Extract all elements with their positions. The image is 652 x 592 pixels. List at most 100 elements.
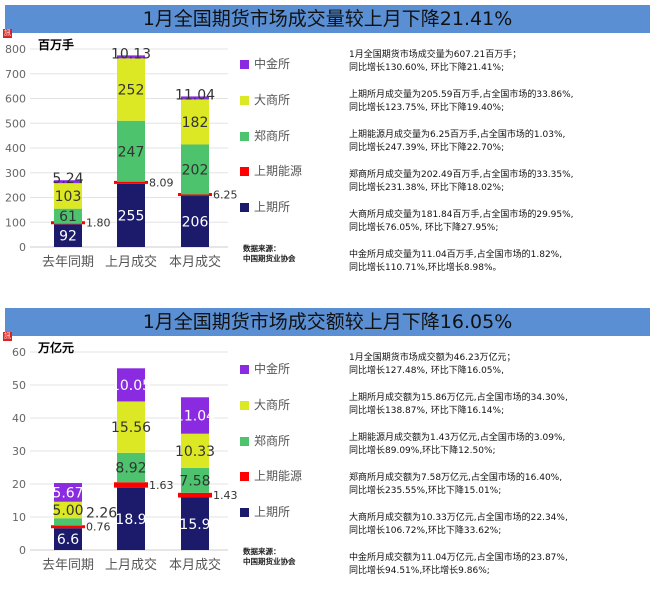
y-tick-label: 600 — [5, 93, 26, 106]
note-line: 同比增长106.72%,环比下降33.62%; — [349, 526, 502, 536]
data-label: 1.43 — [213, 489, 238, 502]
data-label: 92 — [59, 229, 77, 245]
y-tick-label: 10 — [12, 511, 26, 524]
legend-label: 上期能源 — [254, 164, 303, 178]
bar-上期所 — [54, 528, 82, 550]
bar-上期所 — [117, 487, 145, 550]
data-label: 2.26 — [86, 506, 117, 522]
volume-notes: 1月全国期货市场成交量为607.21百万手； 同比增长130.60%, 环比下降2… — [349, 49, 574, 289]
data-source: 数据来源： 中国期货业协会 — [243, 244, 296, 264]
note-line: 上期所月成交量为205.59百万手,占全国市场的33.86%, — [349, 90, 574, 100]
note-line: 同比增长110.71%,环比增长8.98%。 — [349, 263, 502, 273]
legend-item: 中金所 — [240, 360, 290, 376]
y-tick-label: 20 — [12, 478, 26, 491]
note-group: 大商所月成交量为181.84百万手,占全国市场的29.95%, 同比增长76.05… — [349, 209, 574, 249]
note-line: 同比增长123.75%, 环比下降19.40%; — [349, 103, 505, 113]
legend-swatch — [240, 60, 249, 69]
data-label: 8.92 — [115, 461, 146, 477]
y-tick-label: 100 — [5, 216, 26, 229]
legend-label: 上期能源 — [254, 469, 303, 483]
bar-中金所 — [54, 483, 82, 502]
note-line: 同比增长127.48%, 环比下降16.05%, — [349, 366, 504, 376]
note-line: 1月全国期货市场成交额为46.23万亿元； — [349, 353, 516, 363]
turnover-chart: 0 10 20 30 40 50 60 去年同期 6.6 0.762.265.00 5.67 上月成交… — [12, 346, 238, 573]
note-line: 中金所月成交量为11.04百万手,占全国市场的1.82%, — [349, 250, 563, 260]
note-group: 上期所月成交量为205.59百万手,占全国市场的33.86%, 同比增长123.7… — [349, 89, 574, 129]
y-tick-label: 800 — [5, 43, 26, 56]
data-label: 10.13 — [111, 46, 151, 62]
bar-中金所 — [181, 96, 209, 100]
legend-swatch — [240, 167, 249, 176]
data-label: 8.09 — [149, 176, 174, 189]
bar-上期能源 — [178, 492, 212, 498]
legend-label: 中金所 — [254, 57, 291, 71]
bar-大商所 — [117, 58, 145, 121]
note-group: 1月全国期货市场成交额为46.23万亿元； 同比增长127.48%, 环比下降16… — [349, 352, 568, 392]
data-label: 202 — [182, 162, 209, 178]
legend-label: 郑商所 — [254, 434, 291, 448]
note-line: 郑商所月成交量为202.49百万手,占全国市场的33.35%, — [349, 170, 574, 180]
data-label: 7.58 — [179, 473, 210, 489]
note-line: 中金所月成交额为11.04万亿元,占全国市场的23.87%, — [349, 553, 568, 563]
data-label: 255 — [118, 208, 145, 224]
source-name: 中国期货业协会 — [243, 557, 296, 566]
note-line: 1月全国期货市场成交量为607.21百万手； — [349, 50, 522, 60]
note-group: 郑商所月成交量为202.49百万手,占全国市场的33.35%, 同比增长231.3… — [349, 169, 574, 209]
data-label: 103 — [55, 189, 82, 205]
note-line: 郑商所月成交额为7.58万亿元,占全国市场的16.40%, — [349, 473, 563, 483]
legend-item: 中金所 — [240, 55, 290, 71]
data-label: 11.04 — [175, 408, 215, 424]
legend-swatch — [240, 96, 249, 105]
volume-chart: 0 100 200 300 400 500 600 700 800 去年同期 92 1.80 61 103… — [5, 43, 238, 270]
data-label: 5.67 — [52, 485, 83, 501]
bar-郑商所 — [54, 208, 82, 224]
badge-icon: 訊 — [3, 332, 12, 341]
bar-大商所 — [181, 433, 209, 468]
data-label: 5.00 — [52, 503, 83, 519]
y-tick-label: 0 — [19, 544, 26, 557]
note-group: 中金所月成交额为11.04万亿元,占全国市场的23.87%, 同比增长94.51%… — [349, 552, 568, 592]
data-label: 15.9 — [179, 517, 210, 533]
bar-大商所 — [54, 183, 82, 209]
legend-item: 郑商所 — [240, 432, 290, 448]
bar-上期所 — [181, 497, 209, 550]
legend-swatch — [240, 401, 249, 410]
bar-中金所 — [117, 55, 145, 59]
legend-label: 郑商所 — [254, 129, 291, 143]
volume-unit: 百万手 — [38, 38, 75, 52]
note-line: 同比增长89.09%,环比下降12.50%; — [349, 446, 496, 456]
note-group: 上期所月成交额为15.86万亿元,占全国市场的34.30%, 同比增长138.87… — [349, 392, 568, 432]
data-label: 1.80 — [86, 217, 111, 230]
legend-item: 大商所 — [240, 396, 290, 412]
data-label: 6.6 — [57, 532, 79, 548]
note-line: 大商所月成交量为181.84百万手,占全国市场的29.95%, — [349, 210, 574, 220]
legend-item: 上期能源 — [240, 162, 302, 178]
bar-郑商所 — [181, 144, 209, 195]
turnover-notes: 1月全国期货市场成交额为46.23万亿元； 同比增长127.48%, 环比下降16… — [349, 352, 568, 592]
bar-大商所 — [117, 401, 145, 453]
data-label: 252 — [118, 83, 145, 99]
y-tick-label: 300 — [5, 167, 26, 180]
data-label: 1.63 — [149, 479, 174, 492]
y-tick-label: 30 — [12, 445, 26, 458]
legend-swatch — [240, 132, 249, 141]
legend-item: 大商所 — [240, 91, 290, 107]
legend-swatch — [240, 472, 249, 481]
y-tick-label: 0 — [19, 241, 26, 254]
bar-上期所 — [54, 224, 82, 247]
note-group: 大商所月成交额为10.33万亿元,占全国市场的22.34%, 同比增长106.72… — [349, 512, 568, 552]
y-tick-label: 40 — [12, 412, 26, 425]
x-tick-label: 去年同期 — [42, 255, 94, 270]
legend-item: 郑商所 — [240, 127, 290, 143]
legend-item: 上期所 — [240, 503, 290, 519]
source-label: 数据来源： — [243, 547, 281, 556]
bar-上期能源 — [178, 193, 212, 197]
data-label: 61 — [59, 209, 77, 225]
bar-上期所 — [117, 183, 145, 247]
y-tick-label: 400 — [5, 142, 26, 155]
bar-郑商所 — [181, 467, 209, 493]
bar-大商所 — [181, 99, 209, 145]
note-line: 同比增长138.87%, 环比下降16.14%; — [349, 406, 505, 416]
turnover-title: 1月全国期货市场成交额较上月下降16.05% — [5, 308, 650, 336]
